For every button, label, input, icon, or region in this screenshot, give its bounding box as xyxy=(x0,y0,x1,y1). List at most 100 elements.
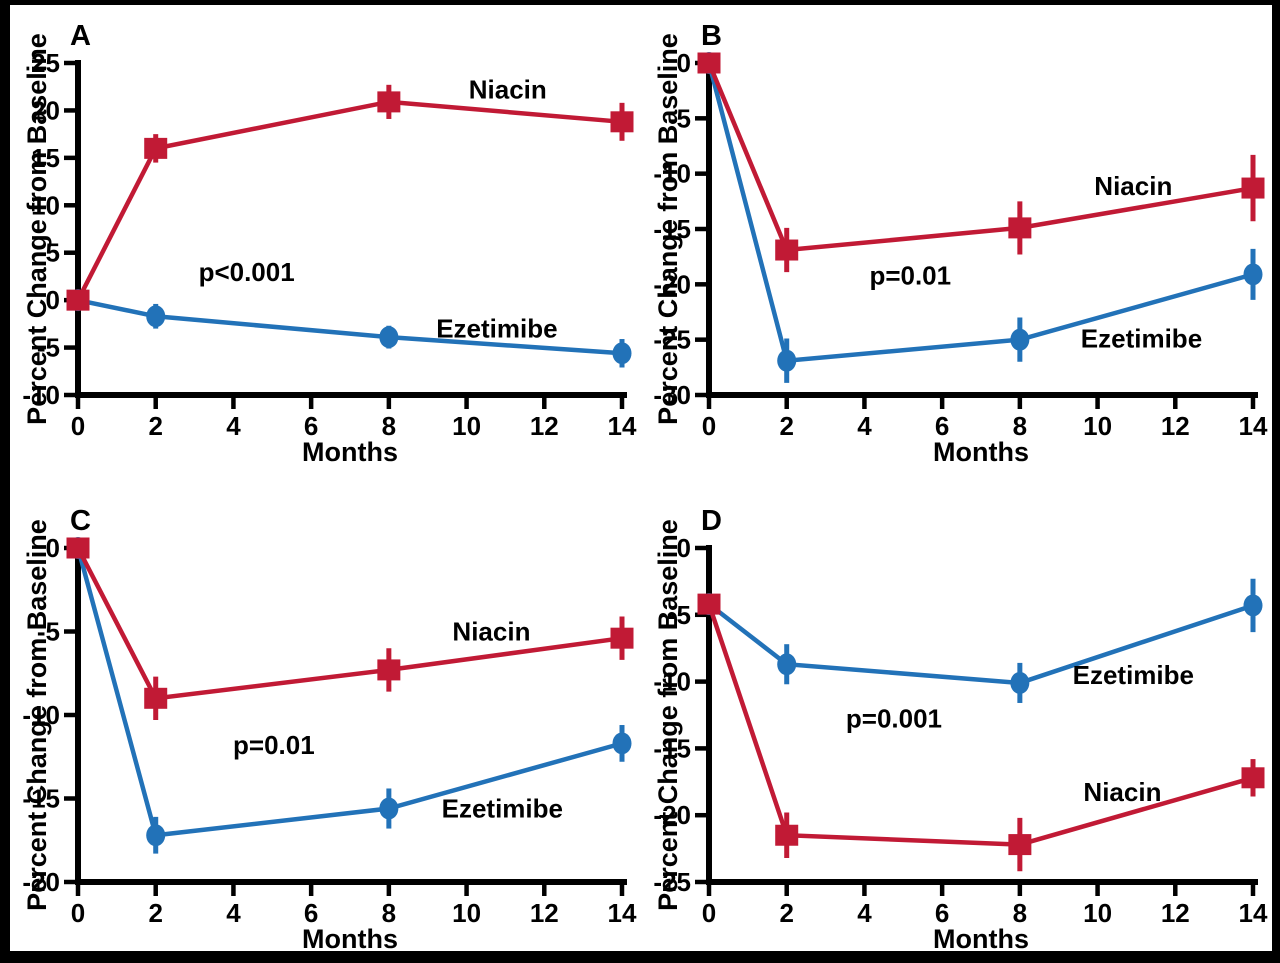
circle-marker-ezetimibe xyxy=(146,824,166,847)
series-label-niacin: Niacin xyxy=(452,617,530,647)
y-tick-label: -25 xyxy=(653,867,691,897)
square-marker-niacin xyxy=(610,111,634,133)
y-tick-label: -15 xyxy=(22,784,60,814)
panel-c-chart: 0 2 4 6 8 10 12 14 0 -5 -10 -15 -20 Months Percent Cha… xyxy=(22,505,637,951)
y-tick-label: 15 xyxy=(31,143,60,173)
x-tick-label: 6 xyxy=(935,411,949,441)
square-marker-niacin xyxy=(697,52,721,74)
series-line-ezetimibe xyxy=(77,297,623,356)
square-marker-niacin xyxy=(775,824,799,846)
y-tick-label: -20 xyxy=(653,269,691,299)
x-tick-label: 14 xyxy=(1239,898,1268,928)
y-tick-label: -10 xyxy=(22,380,60,410)
x-tick-label: 6 xyxy=(304,411,318,441)
x-tick-label: 2 xyxy=(148,411,162,441)
square-marker-niacin xyxy=(1008,217,1032,239)
circle-marker-ezetimibe xyxy=(146,305,166,328)
x-tick-label: 0 xyxy=(71,898,85,928)
x-tick-label: 6 xyxy=(935,898,949,928)
y-tick-label: -20 xyxy=(653,800,691,830)
y-axis-label: Percent Change from Baseline xyxy=(653,519,683,911)
circle-marker-ezetimibe xyxy=(1010,328,1030,351)
circle-marker-ezetimibe xyxy=(777,653,797,676)
series-line-niacin xyxy=(76,546,623,701)
series-line-ezetimibe xyxy=(706,62,1254,364)
y-tick-label: 10 xyxy=(31,190,60,220)
x-tick-label: 4 xyxy=(857,411,872,441)
y-tick-label: 0 xyxy=(46,533,60,563)
p-value-label: p=0.01 xyxy=(869,260,951,290)
y-tick-label: 0 xyxy=(46,285,60,315)
y-tick-label: -10 xyxy=(22,700,60,730)
circle-marker-ezetimibe xyxy=(612,732,632,755)
y-axis-label: Percent Change from Baseline xyxy=(653,33,683,425)
x-tick-label: 0 xyxy=(702,411,716,441)
panel-letter: B xyxy=(701,20,722,52)
x-tick-label: 14 xyxy=(608,411,637,441)
x-axis-label: Months xyxy=(302,924,398,951)
y-tick-label: -30 xyxy=(653,380,691,410)
circle-marker-ezetimibe xyxy=(777,349,797,372)
x-tick-label: 12 xyxy=(530,411,559,441)
y-axis-label: Percent Change from Baseline xyxy=(22,519,52,911)
square-marker-niacin xyxy=(66,537,90,559)
x-tick-label: 10 xyxy=(452,898,481,928)
x-tick-label: 8 xyxy=(382,411,396,441)
x-tick-label: 14 xyxy=(608,898,637,928)
p-value-label: p=0.001 xyxy=(846,703,942,733)
y-tick-label: 25 xyxy=(31,48,60,78)
x-tick-label: 0 xyxy=(702,898,716,928)
y-tick-label: -15 xyxy=(653,733,691,763)
panel-d: 0 2 4 6 8 10 12 14 0 -5 -10 -15 -20 -25 Months Percent … xyxy=(641,478,1272,951)
circle-marker-ezetimibe xyxy=(1243,263,1263,286)
circle-marker-ezetimibe xyxy=(612,342,632,365)
x-tick-label: 0 xyxy=(71,411,85,441)
series-label-ezetimibe: Ezetimibe xyxy=(442,794,563,824)
panel-letter: A xyxy=(70,20,91,52)
series-line-ezetimibe xyxy=(75,547,623,838)
square-marker-niacin xyxy=(377,659,401,681)
x-tick-label: 10 xyxy=(1083,898,1112,928)
x-tick-label: 12 xyxy=(1161,898,1190,928)
x-axis-label: Months xyxy=(302,437,398,467)
circle-marker-ezetimibe xyxy=(379,326,399,349)
panel-letter: C xyxy=(70,505,91,537)
panel-a-chart: 0 2 4 6 8 10 12 14 25 20 15 10 5 0 -5 -10 Months Percent … xyxy=(22,20,637,467)
circle-marker-ezetimibe xyxy=(1010,671,1030,694)
y-tick-label: -5 xyxy=(37,333,60,363)
p-value-label: p<0.001 xyxy=(199,257,295,287)
x-tick-label: 10 xyxy=(1083,411,1112,441)
x-axis-label: Months xyxy=(933,924,1029,951)
circle-marker-ezetimibe xyxy=(379,797,399,820)
series-label-niacin: Niacin xyxy=(1094,171,1172,201)
square-marker-niacin xyxy=(697,593,721,615)
x-tick-label: 2 xyxy=(148,898,162,928)
x-tick-label: 6 xyxy=(304,898,318,928)
x-tick-label: 8 xyxy=(1013,411,1027,441)
y-tick-label: -10 xyxy=(653,667,691,697)
y-axis-label: Percent Change from Baseline xyxy=(22,33,52,425)
panel-c: 0 2 4 6 8 10 12 14 0 -5 -10 -15 -20 Months Percent Cha… xyxy=(10,478,641,951)
square-marker-niacin xyxy=(775,239,799,261)
y-tick-label: 0 xyxy=(677,533,691,563)
y-tick-label: -15 xyxy=(653,214,691,244)
x-tick-label: 2 xyxy=(779,898,793,928)
series-line-niacin xyxy=(75,99,623,302)
x-tick-label: 8 xyxy=(382,898,396,928)
p-value-label: p=0.01 xyxy=(233,730,315,760)
x-tick-label: 12 xyxy=(1161,411,1190,441)
square-marker-niacin xyxy=(66,289,90,311)
panel-b-chart: 0 2 4 6 8 10 12 14 0 -5 -10 -15 -20 -25 -30 Months Perce… xyxy=(653,20,1268,467)
series-line-niacin xyxy=(706,62,1254,253)
series-line-ezetimibe xyxy=(707,602,1254,686)
y-tick-label: -5 xyxy=(668,103,691,133)
y-tick-label: -25 xyxy=(653,325,691,355)
series-label-ezetimibe: Ezetimibe xyxy=(436,314,557,344)
x-tick-label: 4 xyxy=(857,898,872,928)
panel-a: 0 2 4 6 8 10 12 14 25 20 15 10 5 0 -5 -10 Months Percent … xyxy=(10,5,641,478)
x-tick-label: 12 xyxy=(530,898,559,928)
square-marker-niacin xyxy=(1008,834,1032,856)
square-marker-niacin xyxy=(144,137,168,159)
x-tick-label: 10 xyxy=(452,411,481,441)
x-tick-label: 4 xyxy=(226,411,241,441)
